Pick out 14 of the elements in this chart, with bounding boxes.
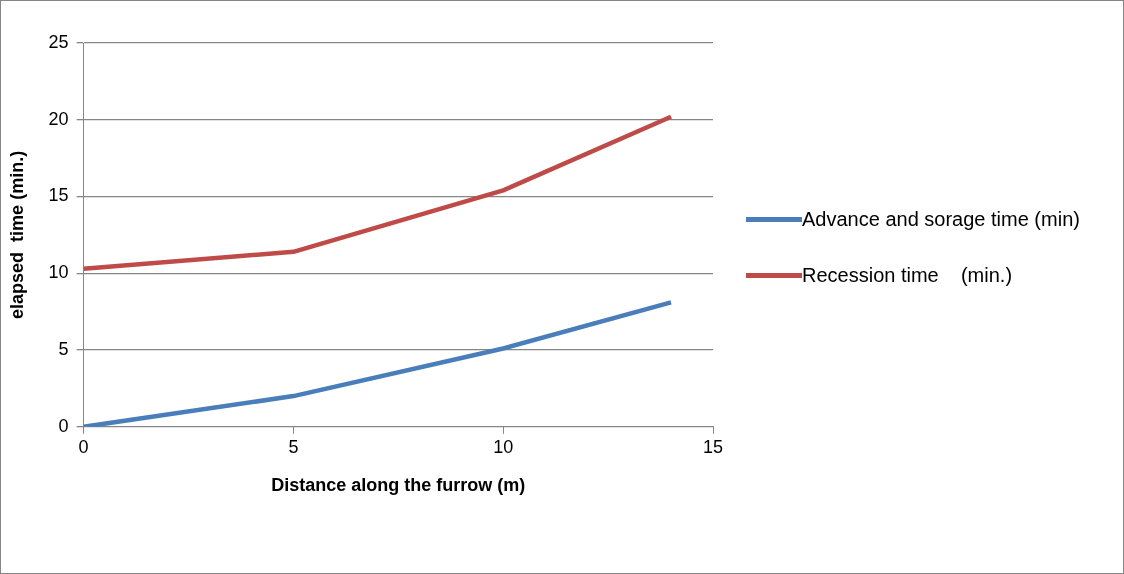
- x-tick-label: 10: [493, 436, 514, 457]
- x-axis-title: Distance along the furrow (m): [271, 475, 526, 496]
- y-tick-label: 25: [48, 31, 69, 52]
- y-tick-label: 0: [58, 415, 69, 436]
- y-axis-title: elapsed time (min.): [6, 150, 27, 319]
- x-tick-label: 15: [702, 436, 724, 457]
- x-tick-label: 0: [78, 436, 89, 457]
- legend-label: Advance and sorage time (min): [802, 207, 1080, 232]
- legend-label: Recession time (min.): [802, 263, 1013, 288]
- y-tick-label: 20: [48, 108, 69, 129]
- x-tick-label: 5: [288, 436, 299, 457]
- y-tick-label: 10: [48, 262, 69, 283]
- y-tick-label: 15: [48, 185, 69, 206]
- y-tick-label: 5: [58, 339, 69, 360]
